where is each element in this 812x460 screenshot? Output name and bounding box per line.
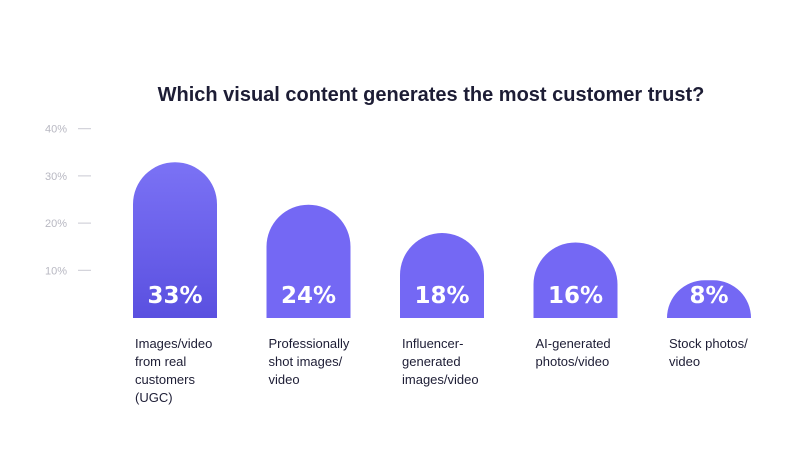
bar-value-label: 24% — [281, 283, 336, 309]
bar — [533, 242, 618, 318]
category-label-line: video — [669, 354, 700, 369]
bar — [667, 280, 751, 318]
category-label-line: Stock photos/ — [669, 336, 748, 351]
category-labels: Images/video from real customers (UGC) Profe… — [135, 336, 748, 405]
category-label-line: generated — [402, 354, 461, 369]
chart-title: Which visual content generates the most … — [158, 84, 705, 106]
category-label-line: images/video — [402, 372, 479, 387]
bar-value-label: 18% — [414, 283, 469, 309]
category-label-line: Influencer- — [402, 336, 463, 351]
y-tick-label: 10% — [45, 265, 67, 277]
bar — [266, 204, 351, 318]
bar — [133, 162, 217, 318]
category-label: Images/video from real customers (UGC) — [135, 336, 212, 405]
y-tick-label: 30% — [45, 171, 67, 183]
bar-value-label: 16% — [548, 283, 603, 309]
category-label-line: video — [269, 372, 300, 387]
category-label-line: Images/video — [135, 336, 212, 351]
category-label-line: photos/video — [536, 354, 610, 369]
category-label-line: Professionally — [269, 336, 350, 351]
bar-value-label: 8% — [689, 283, 728, 309]
y-axis: 10% 20% 30% 40% — [45, 124, 91, 277]
y-tick-label: 40% — [45, 124, 67, 136]
category-label: Stock photos/video — [669, 336, 748, 369]
category-label-line: from real — [135, 354, 186, 369]
category-label: AI-generated photos/video — [536, 336, 611, 369]
category-label-line: customers — [135, 372, 195, 387]
category-label-line: shot images/ — [269, 354, 343, 369]
bars: 33% 24% 18% 16% 8% — [133, 162, 751, 318]
category-label-line: (UGC) — [135, 390, 173, 405]
category-label-line: AI-generated — [536, 336, 611, 351]
y-tick-label: 20% — [45, 218, 67, 230]
category-label: Professionally shot images/video — [269, 336, 350, 387]
bar-value-label: 33% — [147, 283, 202, 309]
bar — [400, 233, 484, 318]
category-label: Influencer-generated images/video — [402, 336, 479, 387]
